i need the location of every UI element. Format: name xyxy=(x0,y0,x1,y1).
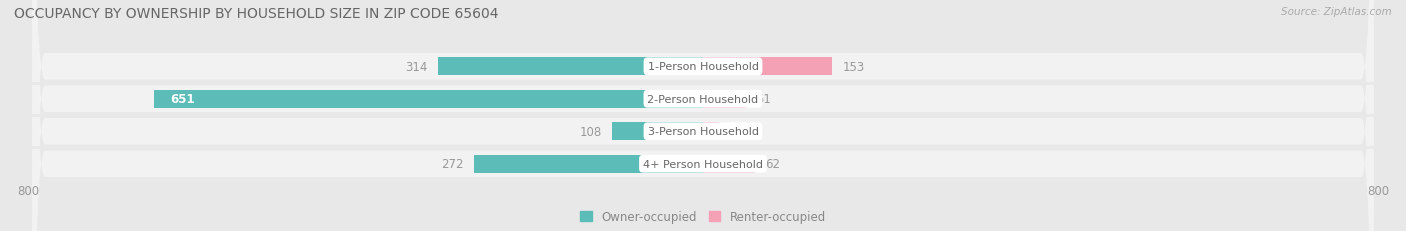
Text: Source: ZipAtlas.com: Source: ZipAtlas.com xyxy=(1281,7,1392,17)
FancyBboxPatch shape xyxy=(32,0,1374,231)
Text: 62: 62 xyxy=(765,158,780,170)
Bar xyxy=(703,155,755,173)
Text: 314: 314 xyxy=(405,61,427,73)
Text: 651: 651 xyxy=(170,93,195,106)
FancyBboxPatch shape xyxy=(32,0,1374,231)
Text: 3-Person Household: 3-Person Household xyxy=(648,127,758,137)
Legend: Owner-occupied, Renter-occupied: Owner-occupied, Renter-occupied xyxy=(579,210,827,223)
Bar xyxy=(612,123,703,140)
Text: 1-Person Household: 1-Person Household xyxy=(648,62,758,72)
Bar xyxy=(703,91,747,108)
Text: 51: 51 xyxy=(756,93,770,106)
Bar xyxy=(439,58,703,76)
Text: 272: 272 xyxy=(441,158,464,170)
Bar xyxy=(703,58,832,76)
Text: OCCUPANCY BY OWNERSHIP BY HOUSEHOLD SIZE IN ZIP CODE 65604: OCCUPANCY BY OWNERSHIP BY HOUSEHOLD SIZE… xyxy=(14,7,499,21)
FancyBboxPatch shape xyxy=(32,0,1374,231)
Text: 108: 108 xyxy=(579,125,602,138)
Bar xyxy=(703,123,718,140)
Text: 4+ Person Household: 4+ Person Household xyxy=(643,159,763,169)
Text: 2-Person Household: 2-Person Household xyxy=(647,94,759,104)
Bar xyxy=(474,155,703,173)
FancyBboxPatch shape xyxy=(32,0,1374,231)
Bar xyxy=(153,91,703,108)
Text: 153: 153 xyxy=(842,61,865,73)
Text: 19: 19 xyxy=(730,125,744,138)
